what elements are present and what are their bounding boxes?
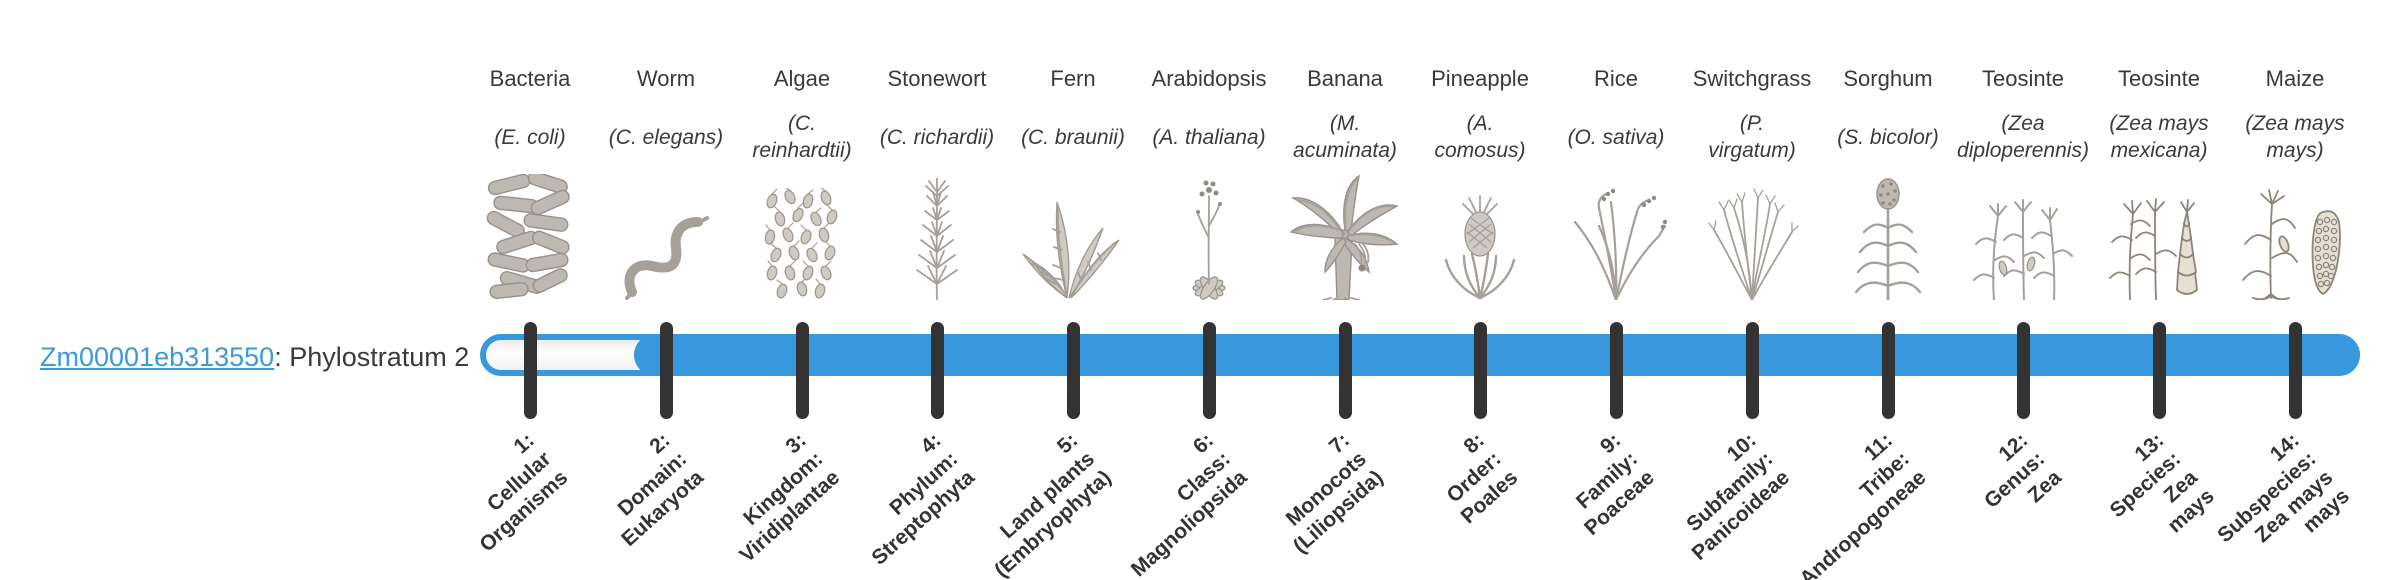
gene-id-link[interactable]: Zm00001eb313550 [40,342,275,372]
organism-name: Switchgrass [1692,66,1812,91]
organism-name: Stonewort [887,66,987,91]
column-arabidopsis: Arabidopsis (A. thaliana) [1127,0,1277,580]
timeline-tick [930,322,944,419]
gene-phylostratum-text: : Phylostratum 2 [274,342,470,372]
organism-name: Teosinte [1982,66,2064,91]
organism-name: Teosinte [2118,66,2200,91]
organism-species: (C. richardii) [879,125,995,149]
banana-illustration [1267,166,1423,300]
organism-species: (A. thaliana) [1152,125,1266,149]
column-rice: Rice (O. sativa) [1548,0,1684,580]
column-worm: Worm (C. elegans) 2: Domain: Eukaryota [598,0,734,580]
stratum-label: 9: Family: Poaceae [1571,428,1659,541]
column-algae: Algae (C. reinhardtii) [734,0,870,580]
rice-illustration [1538,166,1694,300]
algae-illustration [724,166,880,300]
column-switchgrass: Switchgrass (P. virgatum) 10 [1683,0,1820,580]
column-teosinte-diploperennis: Teosinte (Zea diploperennis) [1955,0,2091,580]
bacteria-illustration [452,166,608,300]
organism-species: (M. acuminata) [1293,112,1397,162]
timeline-tick [659,322,673,419]
timeline-tick [1609,322,1623,419]
column-pineapple: Pineapple (A. comosus) [1412,0,1548,580]
timeline-tick [1473,322,1487,419]
organism-species: (Zea mays mexicana) [2109,112,2209,162]
column-sorghum: Sorghum (S. bicolor) [1795,0,1956,580]
teosinte-mexicana-illustration [2081,166,2237,300]
organism-name: Sorghum [1843,66,1933,91]
organism-name: Worm [636,66,696,91]
timeline-tick [523,322,537,419]
organism-name: Fern [1050,66,1096,91]
stratum-label: 2: Domain: Eukaryota [613,428,709,551]
column-bacteria: Bacteria (E. coli) 1: Cellular Organisms [462,0,598,580]
organism-species: (P. virgatum) [1708,112,1796,162]
teosinte-diploperennis-illustration [1945,166,2101,300]
organism-name: Algae [773,66,831,91]
worm-illustration [588,166,744,300]
organism-name: Rice [1593,66,1638,91]
sorghum-illustration [1810,166,1966,300]
timeline-tick [1745,322,1759,419]
pineapple-illustration [1402,166,1558,300]
organism-name: Pineapple [1431,66,1529,91]
organism-name: Banana [1307,66,1383,91]
arabidopsis-illustration [1131,166,1287,300]
column-stonewort: Stonewort (C. richardii) 4: Phylum: Stre… [868,0,1005,580]
timeline-fill [634,334,2360,376]
organism-species: (A. comosus) [1434,112,1526,162]
organism-species: (C. braunii) [1021,125,1125,149]
timeline-tick [2016,322,2030,419]
column-banana: Banana (M. acuminata) 7: Monoco [1277,0,1413,580]
organism-name: Maize [2265,66,2325,91]
switchgrass-illustration [1674,166,1830,300]
timeline-tick [1202,322,1216,419]
stratum-label: 13: Species: Zea mays [2105,428,2219,538]
fern-illustration [995,166,1151,300]
timeline-tick [1881,322,1895,419]
organism-species: (Zea mays mays) [2245,112,2345,162]
column-teosinte-mexicana: Teosinte (Zea mays mexicana) [2091,0,2227,580]
column-fern: Fern (C. braunii) 5: Land plants ( [990,0,1141,580]
maize-illustration [2217,166,2373,300]
organism-name: Arabidopsis [1151,66,1267,91]
organism-species: (S. bicolor) [1837,125,1939,149]
gene-label: Zm00001eb313550: Phylostratum 2 [40,341,469,373]
timeline-tick [795,322,809,419]
organism-species: (C. reinhardtii) [752,112,852,162]
organism-species: (C. elegans) [608,125,724,149]
organism-species: (E. coli) [494,125,566,149]
organism-species: (Zea diploperennis) [1957,112,2089,162]
timeline-tick [2288,322,2302,419]
stratum-label: 12: Genus: Zea [1979,428,2066,513]
column-maize: Maize (Zea mays mays) [2213,0,2363,580]
timeline-tick [1338,322,1352,419]
timeline-tick [1066,322,1080,419]
stonewort-illustration [859,166,1015,300]
organism-name: Bacteria [489,66,571,91]
stratum-label: 1: Cellular Organisms [475,428,573,557]
stratum-label: 8: Order: Poales [1442,428,1523,529]
organism-species: (O. sativa) [1567,125,1665,149]
timeline-tick [2152,322,2166,419]
